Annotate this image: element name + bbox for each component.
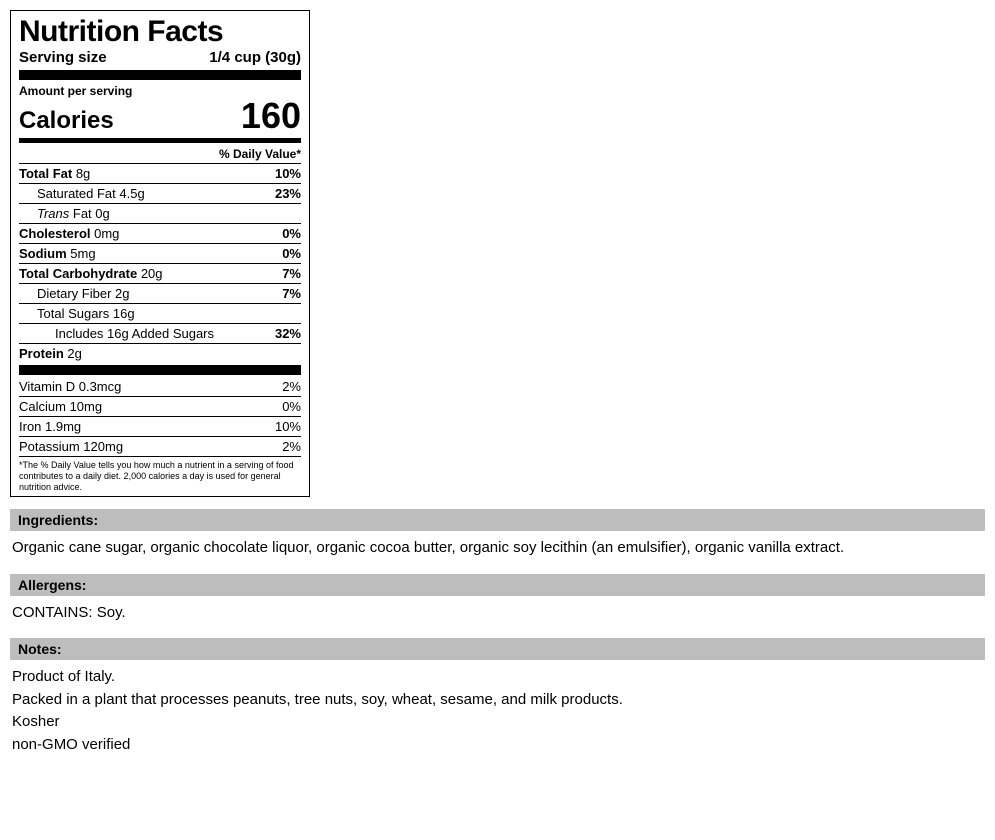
- serving-row: Serving size 1/4 cup (30g): [19, 49, 301, 68]
- nutrient-row: Total Carbohydrate 20g 7%: [19, 263, 301, 283]
- nutrient-rows-main: Total Fat 8g 10% Saturated Fat 4.5g 23% Tran…: [19, 163, 301, 363]
- nutrient-pct: 7%: [282, 266, 301, 281]
- nutrient-label: Includes 16g Added Sugars: [19, 326, 214, 341]
- nutrient-pct: 7%: [282, 286, 301, 301]
- vitamin-pct: 2%: [282, 379, 301, 394]
- nutrient-label: Total Carbohydrate 20g: [19, 266, 163, 281]
- nutrient-row: Cholesterol 0mg 0%: [19, 223, 301, 243]
- vitamin-row: Potassium 120mg 2%: [19, 436, 301, 456]
- vitamin-pct: 0%: [282, 399, 301, 414]
- notes-line: non-GMO verified: [12, 734, 983, 757]
- nutrient-label: Trans Fat 0g: [19, 206, 110, 221]
- allergens-body: CONTAINS: Soy.: [10, 596, 985, 627]
- nutrient-row: Saturated Fat 4.5g 23%: [19, 183, 301, 203]
- vitamin-label: Potassium 120mg: [19, 439, 123, 454]
- nutrient-label: Sodium 5mg: [19, 246, 96, 261]
- nutrient-label: Total Sugars 16g: [19, 306, 135, 321]
- nutrient-label: Cholesterol 0mg: [19, 226, 119, 241]
- nutrient-pct: 10%: [275, 166, 301, 181]
- notes-line: Kosher: [12, 711, 983, 734]
- serving-label: Serving size: [19, 49, 107, 66]
- nutrient-label: Total Fat 8g: [19, 166, 90, 181]
- calories-row: Calories 160: [19, 98, 301, 136]
- divider-med: [19, 138, 301, 143]
- ingredients-header: Ingredients:: [10, 509, 985, 531]
- vitamin-pct: 2%: [282, 439, 301, 454]
- vitamin-label: Vitamin D 0.3mcg: [19, 379, 121, 394]
- nutrient-row: Total Sugars 16g: [19, 303, 301, 323]
- nutrient-row: Total Fat 8g 10%: [19, 163, 301, 183]
- nutrient-label: Saturated Fat 4.5g: [19, 186, 145, 201]
- divider-thick: [19, 70, 301, 80]
- calories-value: 160: [241, 98, 301, 134]
- nutrient-row: Protein 2g: [19, 343, 301, 363]
- dv-footnote: *The % Daily Value tells you how much a …: [19, 456, 301, 492]
- vitamin-row: Calcium 10mg 0%: [19, 396, 301, 416]
- nutrient-pct: 0%: [282, 246, 301, 261]
- vitamin-label: Calcium 10mg: [19, 399, 102, 414]
- nutrient-rows-vitamins: Vitamin D 0.3mcg 2% Calcium 10mg 0% Iron 1.9…: [19, 377, 301, 456]
- nutrient-pct: 32%: [275, 326, 301, 341]
- nutrient-pct: 23%: [275, 186, 301, 201]
- notes-body: Product of Italy.Packed in a plant that …: [10, 660, 985, 758]
- nutrition-facts-label: Nutrition Facts Serving size 1/4 cup (30…: [10, 10, 310, 497]
- notes-line: Product of Italy.: [12, 666, 983, 689]
- nutrient-pct: 0%: [282, 226, 301, 241]
- nutrient-row: Sodium 5mg 0%: [19, 243, 301, 263]
- ingredients-body: Organic cane sugar, organic chocolate li…: [10, 531, 985, 562]
- nfl-title: Nutrition Facts: [19, 17, 301, 47]
- serving-value: 1/4 cup (30g): [209, 49, 301, 66]
- dv-header: % Daily Value*: [19, 145, 301, 163]
- divider-thick: [19, 365, 301, 375]
- vitamin-row: Iron 1.9mg 10%: [19, 416, 301, 436]
- notes-header: Notes:: [10, 638, 985, 660]
- vitamin-pct: 10%: [275, 419, 301, 434]
- nutrient-row: Dietary Fiber 2g 7%: [19, 283, 301, 303]
- nutrient-label: Dietary Fiber 2g: [19, 286, 129, 301]
- vitamin-row: Vitamin D 0.3mcg 2%: [19, 377, 301, 396]
- nutrient-label: Protein 2g: [19, 346, 82, 361]
- nutrient-row: Includes 16g Added Sugars 32%: [19, 323, 301, 343]
- calories-label: Calories: [19, 109, 114, 133]
- allergens-header: Allergens:: [10, 574, 985, 596]
- notes-line: Packed in a plant that processes peanuts…: [12, 689, 983, 712]
- vitamin-label: Iron 1.9mg: [19, 419, 81, 434]
- nutrient-row: Trans Fat 0g: [19, 203, 301, 223]
